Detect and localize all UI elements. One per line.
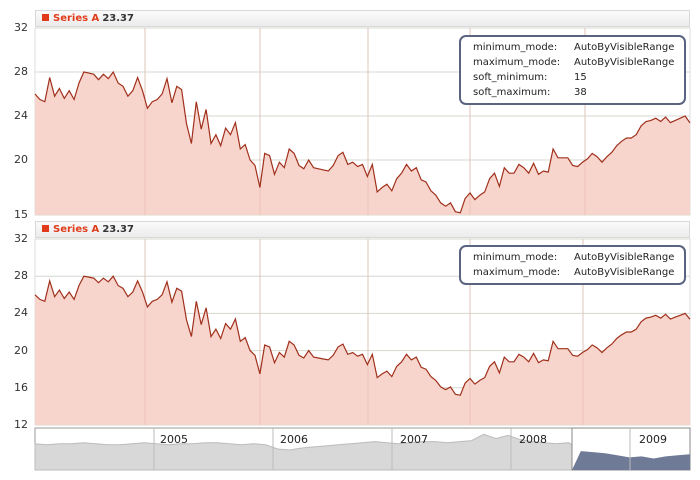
series-a-swatch xyxy=(42,225,49,232)
nav-year-label: 2009 xyxy=(639,433,667,446)
setting-row: minimum_mode: AutoByVisibleRange xyxy=(473,42,675,53)
series-area xyxy=(35,72,690,215)
settings-box-1: minimum_mode: AutoByVisibleRange maximum_… xyxy=(459,35,686,105)
series-name: Series A xyxy=(53,224,100,235)
nav-year-label: 2006 xyxy=(280,433,308,446)
y-tick-label: 32 xyxy=(14,232,28,245)
y-tick-label: 28 xyxy=(14,269,28,283)
series-name: Series A xyxy=(53,13,100,24)
series-value: 23.37 xyxy=(102,224,134,235)
y-tick-label: 16 xyxy=(14,380,28,394)
chart1-legend: Series A 23.37 xyxy=(35,10,690,27)
nav-year-label: 2008 xyxy=(519,433,547,446)
y-tick-label: 20 xyxy=(14,153,28,166)
y-tick-label: 24 xyxy=(14,306,28,320)
setting-row: maximum_mode: AutoByVisibleRange xyxy=(473,57,675,68)
series-line xyxy=(34,70,691,214)
y-tick-label: 20 xyxy=(14,343,28,357)
setting-row: minimum_mode: AutoByVisibleRange xyxy=(473,252,675,263)
setting-row: maximum_mode: AutoByVisibleRange xyxy=(473,267,675,278)
setting-row: soft_minimum: 15 xyxy=(473,72,587,83)
series-a-swatch xyxy=(42,14,49,21)
settings-box-2: minimum_mode: AutoByVisibleRange maximum_… xyxy=(459,245,686,285)
series-line xyxy=(34,275,691,396)
chart2-legend: Series A 23.37 xyxy=(35,221,690,238)
setting-row: soft_maximum: 38 xyxy=(473,87,587,98)
nav-year-label: 2005 xyxy=(160,433,188,446)
navigator-selected-area xyxy=(572,451,690,470)
y-tick-label: 12 xyxy=(14,418,28,431)
y-tick-label: 15 xyxy=(14,208,28,221)
nav-year-label: 2007 xyxy=(400,433,428,446)
y-tick-label: 24 xyxy=(14,109,28,122)
series-value: 23.37 xyxy=(102,13,134,24)
y-tick-label: 32 xyxy=(14,21,28,34)
y-tick-label: 28 xyxy=(14,65,28,78)
